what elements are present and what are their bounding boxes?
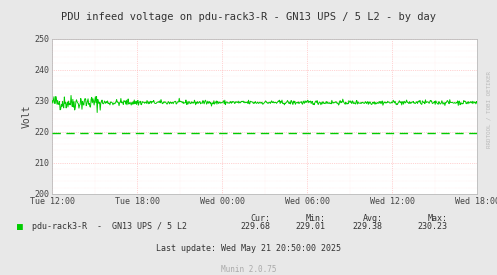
Text: Avg:: Avg: (363, 214, 383, 223)
Text: 230.23: 230.23 (417, 222, 447, 231)
Text: Munin 2.0.75: Munin 2.0.75 (221, 265, 276, 274)
Text: 229.01: 229.01 (296, 222, 326, 231)
Y-axis label: Volt: Volt (22, 104, 32, 128)
Text: pdu-rack3-R  -  GN13 UPS / 5 L2: pdu-rack3-R - GN13 UPS / 5 L2 (32, 222, 187, 231)
Text: Last update: Wed May 21 20:50:00 2025: Last update: Wed May 21 20:50:00 2025 (156, 244, 341, 253)
Text: Cur:: Cur: (251, 214, 271, 223)
Text: PDU infeed voltage on pdu-rack3-R - GN13 UPS / 5 L2 - by day: PDU infeed voltage on pdu-rack3-R - GN13… (61, 12, 436, 22)
Text: RRDTOOL / TOBI OETIKER: RRDTOOL / TOBI OETIKER (486, 72, 491, 148)
Text: 229.38: 229.38 (353, 222, 383, 231)
Text: Min:: Min: (306, 214, 326, 223)
Text: Max:: Max: (427, 214, 447, 223)
Text: ■: ■ (17, 222, 23, 232)
Text: 229.68: 229.68 (241, 222, 271, 231)
